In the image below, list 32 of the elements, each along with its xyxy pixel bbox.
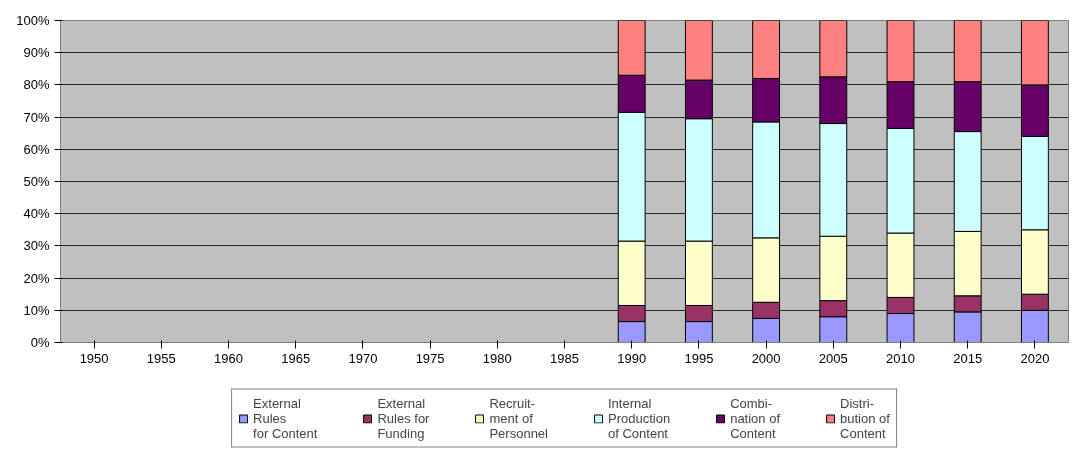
y-tick-label: 70% [23,109,50,125]
legend-label: External Rules for Content [253,395,318,441]
legend-label: Recruit- ment of Personnel [489,395,548,441]
x-tick-label: 2010 [886,350,915,366]
x-tick-label: 2005 [818,350,848,366]
x-tick-label: 2020 [1020,350,1050,366]
y-tick-label: 10% [23,302,50,318]
x-tick-label: 1960 [214,350,243,366]
legend-label: Internal Production of Content [608,395,671,441]
legend-label: Combi- nation of Content [730,395,781,441]
x-tick-label: 1950 [79,350,109,366]
x-tick-label: 1955 [146,350,176,366]
y-tick-label: 30% [23,238,50,254]
y-tick-label: 40% [23,206,50,222]
y-tick-label: 50% [23,174,50,189]
x-tick-label: 2000 [751,350,781,366]
x-tick-label: 1970 [348,350,378,366]
x-tick-label: 1985 [550,350,579,366]
x-tick-label: 1965 [281,350,311,366]
x-tick-label: 1980 [482,350,512,366]
x-tick-label: 1975 [415,350,445,366]
y-tick-label: 20% [23,270,50,286]
x-tick-label: 1990 [617,350,647,366]
legend-label: Distri- bution of Content [840,395,890,441]
legend-label: External Rules for Funding [377,395,430,441]
y-tick-label: 60% [23,141,50,157]
y-tick-label: 100% [16,13,50,28]
y-tick-label: 90% [23,45,50,61]
x-tick-label: 2015 [953,350,983,366]
y-tick-label: 80% [23,77,50,93]
y-tick-label: 0% [30,335,50,350]
x-tick-label: 1995 [684,350,714,366]
